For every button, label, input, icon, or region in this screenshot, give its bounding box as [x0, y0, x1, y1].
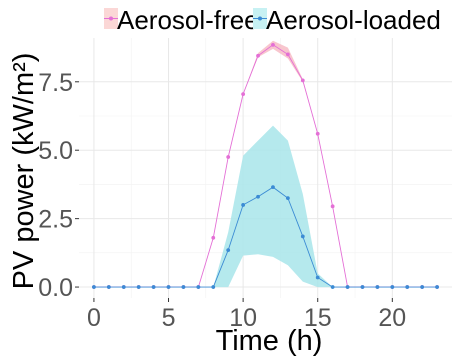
legend-item-aerosol-loaded: Aerosol-loaded	[253, 5, 441, 35]
point-aerosol-loaded	[271, 185, 275, 190]
y-tick-label: 7.5	[38, 69, 73, 97]
point-aerosol-loaded	[121, 285, 126, 289]
x-tick-label: 5	[162, 304, 176, 332]
point-aerosol-free	[285, 52, 290, 57]
point-aerosol-free	[330, 204, 335, 209]
y-tick-label: 0.0	[38, 274, 73, 302]
legend: Aerosol-free Aerosol-loaded	[104, 5, 441, 35]
point-aerosol-loaded	[211, 285, 216, 289]
point-aerosol-loaded	[330, 285, 335, 289]
point-aerosol-loaded	[375, 285, 380, 289]
point-aerosol-loaded	[196, 285, 201, 289]
point-aerosol-free	[315, 131, 320, 136]
x-tick-label: 10	[229, 304, 257, 332]
point-aerosol-loaded	[345, 285, 350, 289]
x-tick-label: 0	[87, 304, 101, 332]
y-axis-title: PV power (kW/m²)	[8, 53, 40, 290]
legend-label-aerosol-free: Aerosol-free	[117, 5, 259, 35]
point-aerosol-loaded	[92, 285, 96, 289]
point-aerosol-loaded	[226, 248, 231, 253]
x-tick-label: 15	[304, 304, 332, 332]
point-aerosol-loaded	[136, 285, 141, 289]
y-tick-label: 2.5	[38, 206, 73, 234]
band-aerosol-loaded	[93, 125, 438, 288]
point-aerosol-loaded	[256, 194, 260, 199]
plot-panel	[79, 38, 452, 298]
legend-label-aerosol-loaded: Aerosol-loaded	[266, 5, 441, 35]
y-tick-label: 5.0	[38, 137, 73, 165]
point-aerosol-free	[300, 78, 305, 83]
point-aerosol-free	[271, 42, 275, 47]
point-aerosol-loaded	[420, 285, 425, 289]
point-aerosol-loaded	[300, 234, 305, 239]
point-aerosol-free	[241, 92, 246, 97]
point-aerosol-free	[211, 235, 216, 240]
y-axis: 0.0 2.5 5.0 7.5	[38, 69, 79, 302]
legend-item-aerosol-free: Aerosol-free	[104, 5, 259, 35]
point-aerosol-loaded	[151, 285, 156, 289]
x-axis-title: Time (h)	[216, 325, 323, 357]
point-aerosol-loaded	[435, 285, 439, 289]
point-aerosol-loaded	[106, 285, 111, 289]
point-aerosol-free	[226, 155, 231, 159]
line-aerosol-loaded	[93, 186, 438, 288]
point-aerosol-free	[256, 53, 260, 58]
point-aerosol-loaded	[360, 285, 365, 289]
x-axis: 0 5 10 15 20	[87, 298, 406, 332]
legend-key-point-aerosol-free	[109, 16, 113, 21]
legend-key-point-aerosol-loaded	[258, 16, 262, 21]
point-aerosol-loaded	[181, 285, 186, 289]
point-aerosol-loaded	[285, 196, 290, 201]
point-aerosol-loaded	[390, 285, 395, 289]
point-aerosol-loaded	[405, 285, 410, 289]
point-aerosol-loaded	[315, 275, 320, 280]
x-tick-label: 20	[378, 304, 406, 332]
point-aerosol-loaded	[241, 203, 246, 207]
point-aerosol-loaded	[166, 285, 171, 289]
